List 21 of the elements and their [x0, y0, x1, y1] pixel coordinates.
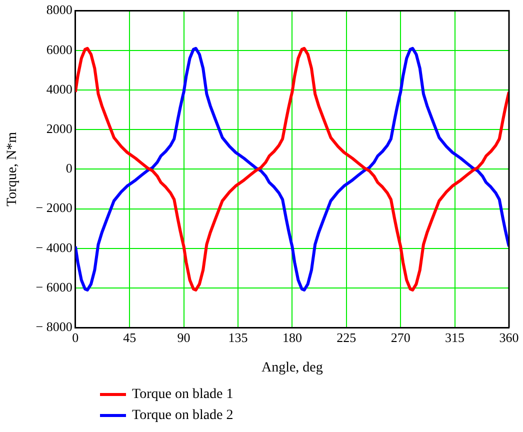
y-tick-label: 4000 [46, 81, 72, 96]
legend-label: Torque on blade 1 [132, 386, 234, 404]
x-tick-label: 360 [499, 330, 519, 345]
x-axis-title: Angle, deg [261, 360, 323, 376]
x-tick-label: 225 [336, 330, 356, 345]
x-tick-label: 45 [123, 330, 136, 345]
y-tick-label: 8000 [46, 2, 72, 18]
x-tick-label: 315 [445, 330, 465, 345]
y-tick-label: 2000 [46, 121, 72, 136]
x-tick-label: 90 [177, 330, 190, 345]
x-tick-label: 180 [282, 330, 302, 345]
y-tick-label: − 6000 [36, 279, 72, 294]
y-tick-label: 0 [66, 160, 72, 176]
y-tick-label: 6000 [46, 42, 72, 57]
y-axis-title: Torque, N*m [5, 132, 20, 206]
y-tick-label: − 2000 [36, 200, 72, 216]
legend-label: Torque on blade 2 [132, 407, 234, 425]
x-tick-label: 270 [390, 330, 410, 345]
y-tick-label: − 4000 [36, 240, 72, 255]
x-tick-label: 135 [228, 330, 248, 345]
y-tick-label: − 8000 [36, 319, 72, 334]
